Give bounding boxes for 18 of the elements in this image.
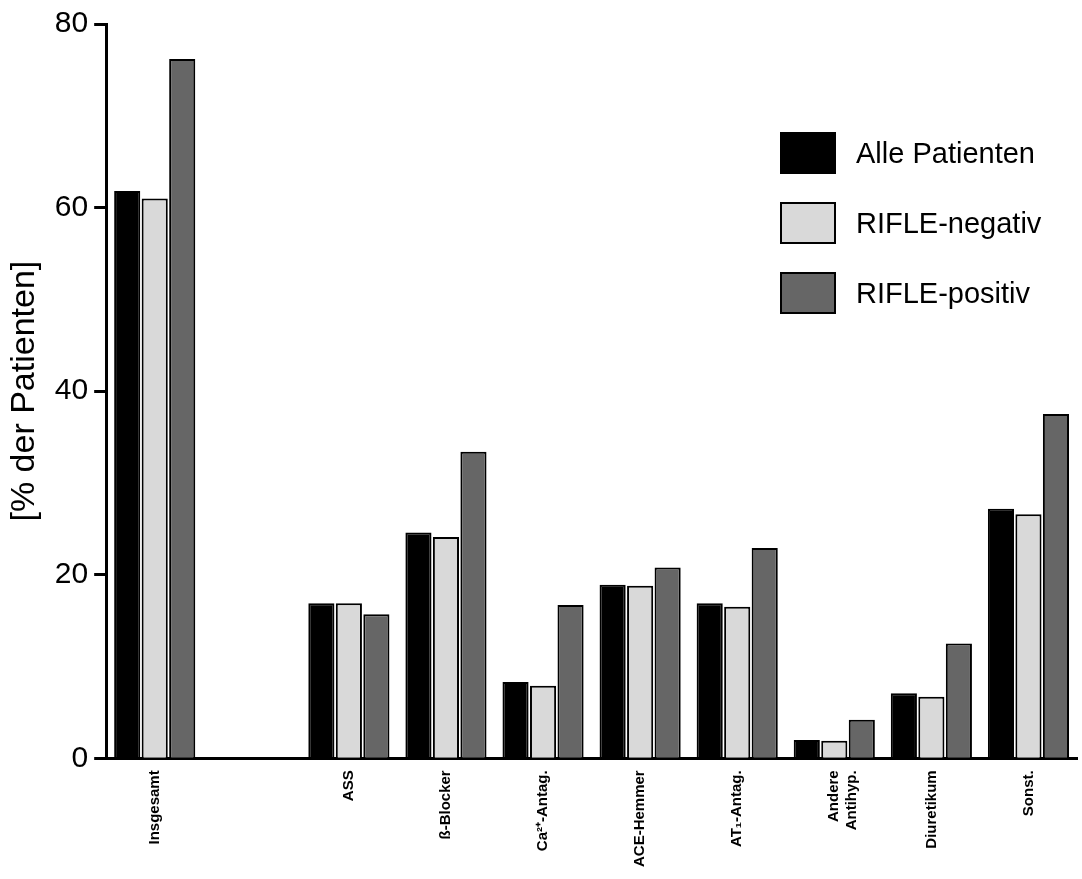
- x-tick-label: Sonst.: [1018, 770, 1036, 817]
- legend-label: RIFLE-negativ: [856, 206, 1042, 240]
- x-tick-label: Ca²⁺-Antag.: [533, 770, 551, 852]
- y-tick-label: 0: [71, 739, 89, 773]
- y-tick-label: 40: [54, 372, 89, 406]
- x-tick-label: ASS: [339, 770, 357, 802]
- y-tick-label: 20: [54, 555, 89, 589]
- x-tick-label: ß-Blocker: [436, 770, 454, 840]
- x-tick-label: Insgesamt: [144, 770, 162, 845]
- legend-label: Alle Patienten: [856, 136, 1035, 170]
- y-axis-title: [% der Patienten]: [2, 260, 41, 522]
- x-tick-label: ACE-Hemmer: [630, 770, 648, 868]
- legend-label: RIFLE-positiv: [856, 276, 1031, 310]
- x-tick-label: Diuretikum: [921, 770, 939, 849]
- y-tick-label: 80: [54, 5, 89, 39]
- y-tick-label: 60: [54, 188, 89, 222]
- x-tick-label: Andere Antihyp.: [824, 770, 860, 831]
- x-tick-label: AT₁-Antag.: [727, 770, 745, 848]
